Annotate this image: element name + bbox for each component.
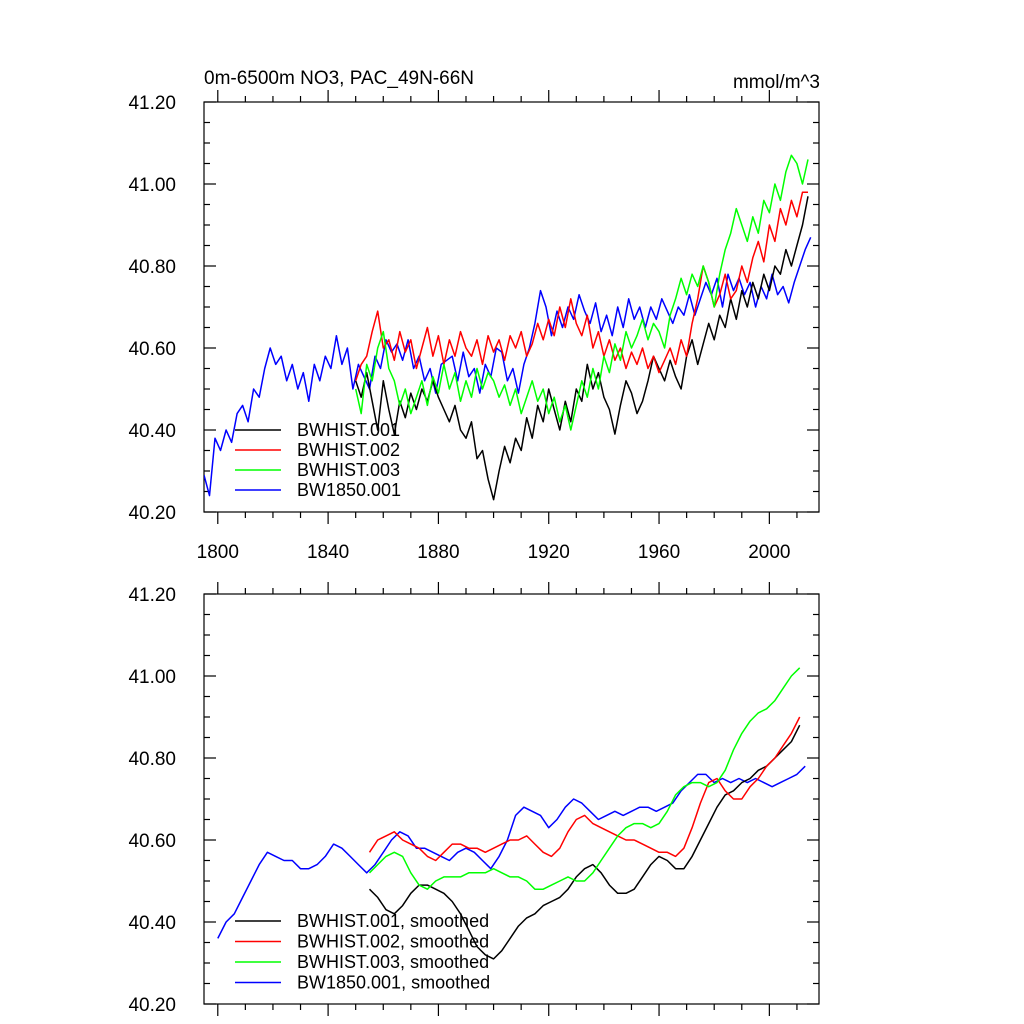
legend-label: BWHIST.002 [297, 440, 400, 460]
x-tick-label: 2000 [748, 542, 790, 563]
y-tick-label: 40.80 [128, 749, 176, 770]
x-tick-label: 1800 [197, 542, 239, 563]
x-tick-label: 1840 [307, 542, 349, 563]
series-line-bwhist-001 [354, 196, 809, 501]
series-line-bwhist-002-smoothed [368, 716, 801, 862]
units-label: mmol/m^3 [733, 72, 820, 93]
y-tick-label: 40.80 [128, 257, 176, 278]
y-tick-label: 40.20 [128, 503, 176, 524]
series-line-bwhist-002 [354, 191, 808, 382]
y-tick-label: 40.20 [128, 995, 176, 1016]
y-tick-label: 40.60 [128, 831, 176, 852]
x-tick-label: 1960 [638, 542, 680, 563]
legend-label: BWHIST.001, smoothed [297, 911, 489, 931]
y-tick-label: 41.00 [128, 175, 176, 196]
y-tick-label: 40.40 [128, 421, 176, 442]
series-line-bwhist-003 [354, 154, 809, 431]
legend-label: BWHIST.002, smoothed [297, 932, 489, 952]
x-tick-label: 1920 [528, 542, 570, 563]
y-tick-label: 41.20 [128, 585, 176, 606]
bottom-panel: 40.20 40.40 40.60 40.80 41.00 41.20 BWHIST.001… [128, 582, 820, 1016]
y-tick-label: 41.20 [128, 93, 176, 114]
legend-label: BW1850.001, smoothed [297, 973, 490, 993]
legend-label: BWHIST.003, smoothed [297, 952, 489, 972]
plot-title: 0m-6500m NO3, PAC_49N-66N [204, 68, 474, 89]
y-tick-label: 40.40 [128, 913, 176, 934]
legend-label: BWHIST.003 [297, 460, 400, 480]
y-tick-label: 40.60 [128, 339, 176, 360]
x-tick-label: 1880 [417, 542, 459, 563]
top-panel: 40.20 40.40 40.60 40.80 41.00 41.20 1800 1840 18… [128, 90, 820, 563]
series-group [204, 154, 812, 501]
series-line-bw1850-001-smoothed [217, 765, 806, 939]
series-line-bw1850-001 [204, 236, 812, 497]
legend-label: BWHIST.001 [297, 420, 400, 440]
series-group [217, 667, 806, 960]
y-tick-label: 41.00 [128, 667, 176, 688]
legend-label: BW1850.001 [297, 480, 401, 500]
series-line-bwhist-003-smoothed [368, 667, 801, 890]
